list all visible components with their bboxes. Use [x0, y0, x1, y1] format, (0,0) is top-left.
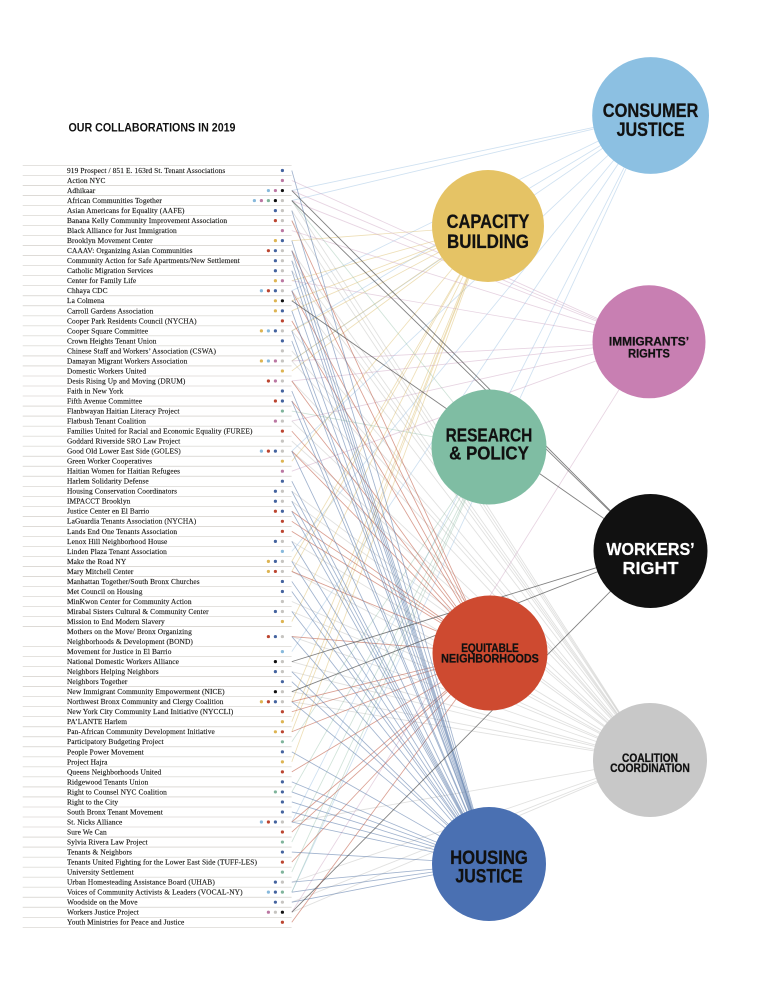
- svg-text:People Power Movement: People Power Movement: [67, 747, 145, 756]
- svg-text:Haitian Women for Haitian Refu: Haitian Women for Haitian Refugees: [67, 467, 180, 476]
- svg-text:Woodside on the Move: Woodside on the Move: [67, 898, 138, 907]
- svg-text:Met Council on Housing: Met Council on Housing: [67, 587, 143, 596]
- svg-text:New York City Community Land I: New York City Community Land Initiative …: [67, 707, 234, 716]
- svg-text:Youth Ministries for Peace and: Youth Ministries for Peace and Justice: [67, 918, 185, 927]
- svg-text:Carroll Gardens Association: Carroll Gardens Association: [67, 306, 154, 315]
- svg-text:Movement for Justice in El Bar: Movement for Justice in El Barrio: [67, 647, 172, 656]
- svg-text:Queens Neighborhoods United: Queens Neighborhoods United: [67, 767, 161, 776]
- svg-text:Goddard Riverside SRO Law Proj: Goddard Riverside SRO Law Project: [67, 437, 181, 446]
- svg-text:Faith in New York: Faith in New York: [67, 386, 124, 395]
- svg-text:South Bronx Tenant Movement: South Bronx Tenant Movement: [67, 807, 164, 816]
- svg-text:WORKERS’: WORKERS’: [606, 539, 694, 559]
- svg-text:Lands End One Tenants Associat: Lands End One Tenants Association: [67, 527, 177, 536]
- svg-text:Mirabal Sisters Cultural & Com: Mirabal Sisters Cultural & Community Cen…: [67, 607, 209, 616]
- svg-text:Neighbors Helping Neighbors: Neighbors Helping Neighbors: [67, 667, 159, 676]
- svg-text:Brooklyn Movement Center: Brooklyn Movement Center: [67, 236, 153, 245]
- svg-text:National Domestic Workers Alli: National Domestic Workers Alliance: [67, 657, 180, 666]
- svg-text:MinKwon Center for Community A: MinKwon Center for Community Action: [67, 597, 192, 606]
- svg-text:Black Alliance for Just Immigr: Black Alliance for Just Immigration: [67, 226, 177, 235]
- svg-text:Mary Mitchell Center: Mary Mitchell Center: [67, 567, 134, 576]
- svg-text:Community Action for Safe Apar: Community Action for Safe Apartments/New…: [67, 256, 241, 265]
- svg-text:Families United for Racial and: Families United for Racial and Economic …: [67, 427, 253, 436]
- svg-text:Harlem Solidarity Defense: Harlem Solidarity Defense: [67, 477, 149, 486]
- svg-text:CAPACITY: CAPACITY: [447, 212, 530, 233]
- svg-text:Participatory Budgeting Projec: Participatory Budgeting Project: [67, 737, 165, 746]
- svg-text:EQUITABLE: EQUITABLE: [461, 642, 519, 655]
- svg-text:BUILDING: BUILDING: [447, 232, 529, 253]
- svg-text:Desis Rising Up and Moving (DR: Desis Rising Up and Moving (DRUM): [67, 376, 186, 385]
- svg-text:Green Worker Cooperatives: Green Worker Cooperatives: [67, 457, 152, 466]
- svg-text:Sure We Can: Sure We Can: [67, 827, 107, 836]
- svg-text:Make the Road NY: Make the Road NY: [67, 557, 127, 566]
- svg-text:Housing Conservation Coordinat: Housing Conservation Coordinators: [67, 487, 177, 496]
- svg-text:Chhaya CDC: Chhaya CDC: [67, 286, 108, 295]
- svg-text:Flanbwayan Haitian Literacy Pr: Flanbwayan Haitian Literacy Project: [67, 406, 180, 415]
- svg-text:NEIGHBORHOODS: NEIGHBORHOODS: [441, 653, 539, 666]
- svg-text:Tenants United Fighting for th: Tenants United Fighting for the Lower Ea…: [67, 858, 257, 867]
- svg-text:Catholic Migration Services: Catholic Migration Services: [67, 266, 153, 275]
- svg-text:Sylvia Rivera Law Project: Sylvia Rivera Law Project: [67, 837, 149, 846]
- svg-text:La Colmena: La Colmena: [67, 296, 105, 305]
- svg-text:Neighborhoods & Development (B: Neighborhoods & Development (BOND): [67, 637, 193, 646]
- svg-text:Center for Family Life: Center for Family Life: [67, 276, 137, 285]
- svg-text:919 Prospect / 851 E. 163rd St: 919 Prospect / 851 E. 163rd St. Tenant A…: [67, 166, 225, 175]
- svg-text:Lenox Hill Neighborhood House: Lenox Hill Neighborhood House: [67, 537, 168, 546]
- svg-text:Project Hajra: Project Hajra: [67, 757, 108, 766]
- svg-text:Crown Heights Tenant Union: Crown Heights Tenant Union: [67, 336, 157, 345]
- svg-text:Cooper Square Committee: Cooper Square Committee: [67, 326, 149, 335]
- svg-text:St. Nicks Alliance: St. Nicks Alliance: [67, 817, 123, 826]
- svg-text:Mothers on the Move/ Bronx Org: Mothers on the Move/ Bronx Organizing: [67, 627, 192, 636]
- svg-text:Chinese Staff and Workers’ Ass: Chinese Staff and Workers’ Association (…: [67, 346, 216, 355]
- svg-text:Northwest Bronx Community and: Northwest Bronx Community and Clergy Coa…: [67, 697, 224, 706]
- svg-text:University Settlement: University Settlement: [67, 868, 135, 877]
- svg-text:RIGHT: RIGHT: [623, 558, 679, 578]
- svg-text:Banana Kelly Community Improve: Banana Kelly Community Improvement Assoc…: [67, 216, 227, 225]
- svg-text:JUSTICE: JUSTICE: [455, 867, 522, 888]
- svg-text:HOUSING: HOUSING: [450, 848, 528, 869]
- svg-text:Neighbors Together: Neighbors Together: [67, 677, 128, 686]
- svg-text:Good Old Lower East Side (GOLE: Good Old Lower East Side (GOLES): [67, 447, 181, 456]
- svg-text:RESEARCH: RESEARCH: [446, 425, 533, 445]
- svg-text:Right to the City: Right to the City: [67, 797, 118, 806]
- svg-text:IMPACCT Brooklyn: IMPACCT Brooklyn: [67, 497, 131, 506]
- svg-text:New Immigrant Community Empowe: New Immigrant Community Empowerment (NIC…: [67, 687, 225, 696]
- svg-text:Manhattan Together/South Bronx: Manhattan Together/South Bronx Churches: [67, 577, 200, 586]
- svg-text:Tenants & Neighbors: Tenants & Neighbors: [67, 847, 132, 856]
- svg-text:& POLICY: & POLICY: [449, 443, 529, 463]
- svg-text:Flatbush Tenant Coalition: Flatbush Tenant Coalition: [67, 417, 146, 426]
- svg-text:COORDINATION: COORDINATION: [610, 762, 690, 775]
- svg-text:Pan-African Community Developm: Pan-African Community Development Initia…: [67, 727, 215, 736]
- svg-text:Damayan Migrant Workers Associ: Damayan Migrant Workers Association: [67, 356, 188, 365]
- svg-text:Action NYC: Action NYC: [67, 176, 106, 185]
- svg-text:Linden Plaza Tenant Associatio: Linden Plaza Tenant Association: [67, 547, 167, 556]
- svg-text:Ridgewood Tenants Union: Ridgewood Tenants Union: [67, 777, 148, 786]
- svg-text:African Communities Together: African Communities Together: [67, 196, 162, 205]
- svg-text:LaGuardia Tenants Association: LaGuardia Tenants Association (NYCHA): [67, 517, 197, 526]
- svg-text:Urban Homesteading Assistance: Urban Homesteading Assistance Board (UHA…: [67, 878, 215, 887]
- svg-text:PA’LANTE Harlem: PA’LANTE Harlem: [67, 717, 127, 726]
- svg-text:Cooper Park Residents Council: Cooper Park Residents Council (NYCHA): [67, 316, 197, 325]
- svg-text:Asian Americans for Equality (: Asian Americans for Equality (AAFE): [67, 206, 185, 215]
- svg-text:RIGHTS: RIGHTS: [628, 347, 670, 360]
- svg-text:JUSTICE: JUSTICE: [617, 120, 685, 141]
- svg-text:OUR COLLABORATIONS IN 2019: OUR COLLABORATIONS IN 2019: [69, 120, 236, 134]
- svg-text:CONSUMER: CONSUMER: [603, 101, 699, 122]
- svg-text:Adhikaar: Adhikaar: [67, 186, 96, 195]
- svg-text:Right to Counsel NYC Coalition: Right to Counsel NYC Coalition: [67, 787, 167, 796]
- svg-text:Justice Center en El Barrio: Justice Center en El Barrio: [67, 507, 150, 516]
- svg-text:Workers Justice Project: Workers Justice Project: [67, 908, 140, 917]
- svg-text:Fifth Avenue Committee: Fifth Avenue Committee: [67, 396, 143, 405]
- svg-text:CAAAV: Organizing Asian Commun: CAAAV: Organizing Asian Communities: [67, 246, 193, 255]
- svg-text:Mission to End Modern Slavery: Mission to End Modern Slavery: [67, 617, 165, 626]
- svg-text:IMMIGRANTS’: IMMIGRANTS’: [609, 335, 689, 348]
- svg-text:COALITION: COALITION: [622, 752, 678, 765]
- svg-text:Voices of Community Activists: Voices of Community Activists & Leaders …: [67, 888, 243, 897]
- svg-text:Domestic Workers United: Domestic Workers United: [67, 366, 146, 375]
